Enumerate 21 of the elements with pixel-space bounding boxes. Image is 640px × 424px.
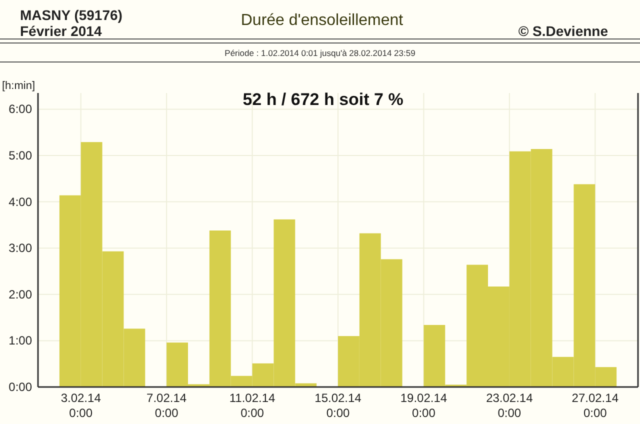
x-tick-label: 27.02.14 0:00 (572, 391, 619, 420)
text: © S.Devienne (518, 23, 608, 39)
text: Février 2014 (20, 23, 102, 39)
x-tick-label: 7.02.14 0:00 (146, 391, 187, 420)
y-tick-label: 2:00 (8, 287, 32, 302)
y-tick-label: 5:00 (8, 148, 32, 163)
chart-title: Durée d'ensoleillement (240, 12, 404, 29)
text: MASNY (59176) (20, 7, 122, 23)
x-tick-label: 15.02.14 0:00 (314, 391, 362, 420)
chart-subtitle: Période : 1.02.2014 0:01 jusqu'à 28.02.2014 23:59 (224, 48, 416, 58)
x-tick-label: 11.02.14 0:00 (229, 391, 276, 420)
y-tick-label: 0:00 (8, 380, 32, 394)
y-tick-label: 3:00 (8, 241, 32, 256)
annotation: 52 h / 672 h soit 7 % (242, 90, 404, 109)
x-tick-label: 23.02.14 0:00 (486, 391, 534, 420)
y-axis-title: [h:min] (2, 80, 36, 92)
y-tick-label: 6:00 (8, 102, 32, 116)
x-tick-label: 19.02.14 0:00 (400, 391, 448, 420)
y-tick-label: 1:00 (8, 334, 32, 348)
x-tick-label: 3.02.14 0:00 (60, 391, 102, 420)
y-tick-label: 4:00 (8, 194, 32, 209)
